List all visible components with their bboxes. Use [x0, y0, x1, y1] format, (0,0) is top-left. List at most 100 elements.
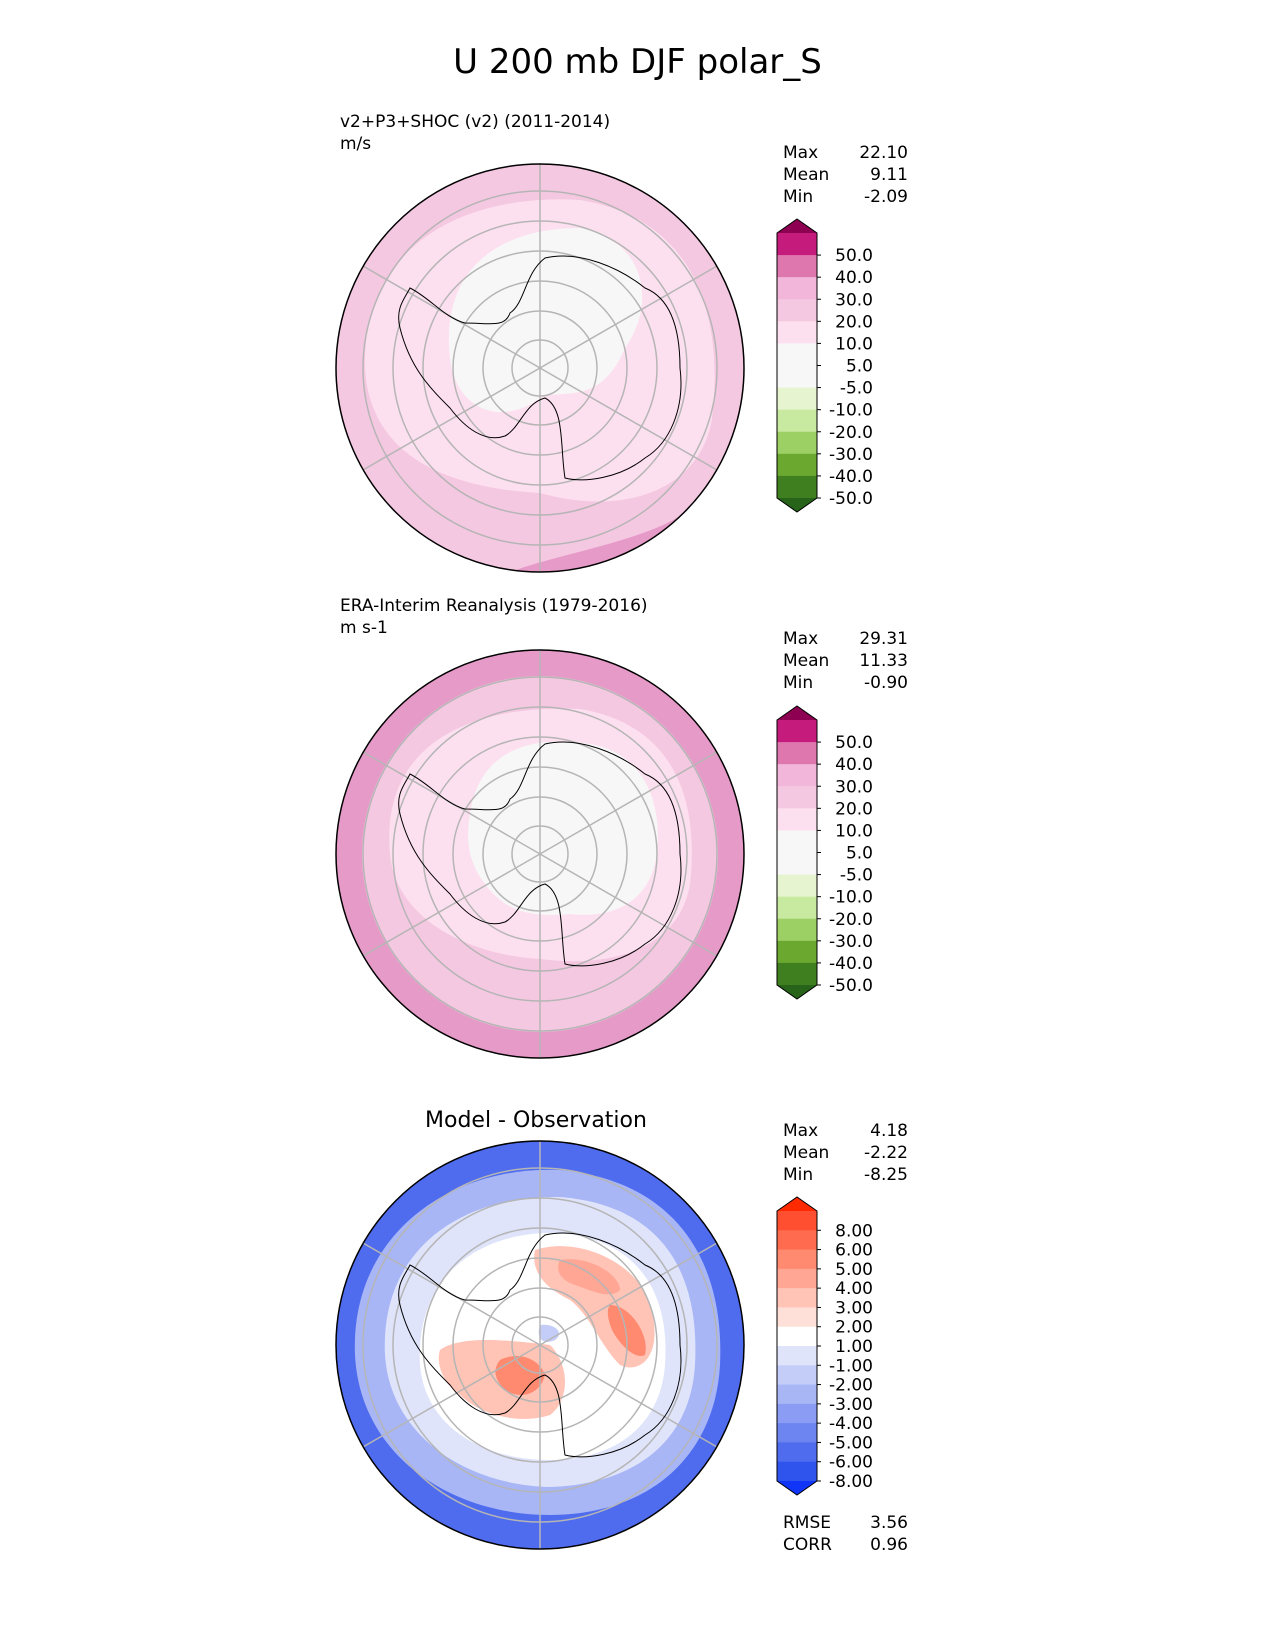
panel2-map [335, 649, 745, 1059]
colorbar-tick-label: -40.0 [829, 954, 873, 974]
colorbar-tick-label: 10.0 [835, 334, 873, 354]
panel1-caption: v2+P3+SHOC (v2) (2011-2014) [340, 112, 611, 132]
colorbar-segment [777, 940, 817, 964]
colorbar-tick-label: 6.00 [835, 1241, 873, 1261]
colorbar-segment [777, 321, 817, 344]
stat-value: 9.11 [870, 165, 908, 185]
stat-label: Max [783, 629, 819, 649]
colorbar-segment [777, 1423, 817, 1443]
colorbar-tick-label: 1.00 [835, 1337, 873, 1357]
colorbar-tick-label: -50.0 [829, 976, 873, 996]
colorbar-tick-label: 30.0 [835, 290, 873, 310]
colorbar-tick-label: 30.0 [835, 777, 873, 797]
colorbar-ticks: 50.040.030.020.010.0 5.0-5.0-10.0-20.0-30… [817, 246, 873, 509]
colorbar-tick-label: -3.00 [829, 1395, 873, 1415]
stat-value: -0.90 [864, 673, 908, 693]
colorbar-tick-label: -6.00 [829, 1453, 873, 1473]
stat-label: Mean [783, 1143, 830, 1163]
colorbar-segment [777, 409, 817, 433]
colorbar-tick-label: -4.00 [829, 1414, 873, 1434]
panel1-stats: Max 22.10 Mean 9.11 Min -2.09 [783, 142, 908, 208]
colorbar-segments [776, 705, 818, 1000]
colorbar-segment [777, 720, 817, 743]
colorbar-segment [777, 918, 817, 942]
panel3-colorbar: 8.006.005.004.003.002.001.00-1.00-2.00-3… [776, 1196, 873, 1496]
colorbar-tick-label: -10.0 [829, 888, 873, 908]
colorbar-segment [777, 277, 817, 300]
stat-label: Max [783, 1121, 819, 1141]
colorbar-segment [777, 1481, 817, 1495]
colorbar-tick-label: -5.00 [829, 1433, 873, 1453]
stat-label: Max [783, 143, 819, 163]
colorbar-segments [776, 218, 818, 513]
stat-value: 11.33 [859, 651, 908, 671]
colorbar-segment [777, 299, 817, 322]
colorbar-segment [777, 498, 817, 512]
colorbar-tick-label: 10.0 [835, 821, 873, 841]
panel3-stats: Max 4.18 Mean -2.22 Min -8.25 [783, 1120, 908, 1186]
colorbar-tick-label: 3.00 [835, 1298, 873, 1318]
colorbar-tick-label: -2.00 [829, 1376, 873, 1396]
colorbar-segment [777, 808, 817, 831]
colorbar-segment [777, 1365, 817, 1386]
colorbar-segment [777, 1211, 817, 1231]
colorbar-segment [777, 852, 817, 876]
colorbar-segment [777, 764, 817, 787]
colorbar-segment [777, 1268, 817, 1289]
colorbar-segment [777, 830, 817, 853]
colorbar-segment [777, 1249, 817, 1270]
colorbar-tick-label: 5.00 [835, 1260, 873, 1280]
colorbar-segment [777, 1326, 817, 1347]
colorbar-segment [777, 1442, 817, 1463]
stat-value: -2.09 [864, 187, 908, 207]
figure-title: U 200 mb DJF polar_S [453, 42, 822, 82]
colorbar-segment [777, 219, 817, 233]
colorbar-segment [777, 387, 817, 411]
colorbar-segment [777, 1461, 817, 1482]
panel2-stats: Max 29.31 Mean 11.33 Min -0.90 [783, 628, 908, 694]
colorbar-tick-label: -1.00 [829, 1356, 873, 1376]
panel1-units: m/s [340, 134, 372, 154]
panel1-colorbar: 50.040.030.020.010.0 5.0-5.0-10.0-20.0-30… [776, 218, 873, 513]
stat-label: CORR [783, 1535, 832, 1555]
stat-value: 3.56 [870, 1513, 908, 1533]
colorbar-tick-label: -30.0 [829, 445, 873, 465]
colorbar-segment [777, 742, 817, 765]
colorbar-segment [777, 962, 817, 986]
colorbar-tick-label: -20.0 [829, 910, 873, 930]
colorbar-tick-label: -5.0 [840, 866, 873, 886]
stat-value: -2.22 [864, 1143, 908, 1163]
panel3-map [335, 1140, 745, 1550]
colorbar-segment [777, 1346, 817, 1366]
colorbar-segment [777, 1403, 817, 1424]
stat-value: 4.18 [870, 1121, 908, 1141]
colorbar-segment [777, 233, 817, 256]
colorbar-tick-label: -30.0 [829, 932, 873, 952]
colorbar-tick-label: 40.0 [835, 755, 873, 775]
colorbar-segment [777, 874, 817, 898]
panel1-map [335, 163, 745, 573]
stat-label: Min [783, 673, 814, 693]
colorbar-segment [777, 1288, 817, 1308]
panel3-extra-stats: RMSE 3.56 CORR 0.96 [783, 1512, 908, 1556]
colorbar-segment [777, 985, 817, 999]
colorbar-tick-label: 50.0 [835, 733, 873, 753]
stat-label: Mean [783, 651, 830, 671]
colorbar-tick-label: -5.0 [840, 379, 873, 399]
stat-value: 29.31 [859, 629, 908, 649]
colorbar-tick-label: 5.0 [846, 357, 873, 377]
colorbar-segment [777, 1230, 817, 1251]
colorbar-segment [777, 431, 817, 455]
colorbar-segment [777, 343, 817, 366]
stat-label: Mean [783, 165, 830, 185]
colorbar-segment [777, 255, 817, 278]
colorbar-segment [777, 1384, 817, 1405]
colorbar-tick-label: -40.0 [829, 467, 873, 487]
panel2-caption: ERA-Interim Reanalysis (1979-2016) [340, 596, 648, 616]
colorbar-tick-label: 40.0 [835, 268, 873, 288]
colorbar-segment [777, 1197, 817, 1211]
panel2-units: m s-1 [340, 618, 388, 638]
colorbar-tick-label: 20.0 [835, 799, 873, 819]
stat-value: -8.25 [864, 1165, 908, 1185]
colorbar-tick-label: -50.0 [829, 489, 873, 509]
